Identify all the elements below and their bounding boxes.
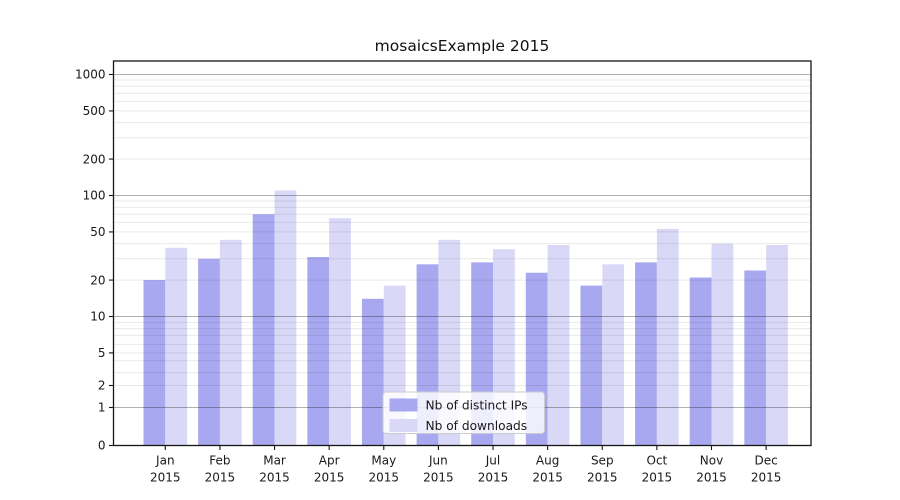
bar-distinct-ips-mar [252, 214, 275, 446]
bar-downloads-feb [219, 239, 242, 446]
x-tick-label-oct: Oct 2015 [642, 454, 673, 485]
x-tick-label-feb: Feb 2015 [205, 454, 236, 485]
bar-distinct-ips-nov [689, 277, 712, 446]
y-tick-label-5: 5 [98, 346, 106, 360]
x-tick-label-jul: Jul 2015 [478, 454, 509, 485]
bar-distinct-ips-feb [198, 258, 220, 446]
ticks-layer [109, 73, 767, 450]
legend-swatch-distinct-ips [389, 398, 418, 412]
legend-box [382, 391, 545, 434]
x-axis-tick-labels: Jan 2015 Feb 2015 Mar 2015 Apr 2015 May 2015 Jun 20… [150, 454, 781, 485]
x-tick-label-mar: Mar 2015 [259, 454, 290, 485]
plot-border [112, 60, 812, 447]
x-tick-label-nov: Nov 2015 [696, 454, 727, 485]
legend-label-distinct-ips: Nb of distinct IPs [426, 399, 528, 413]
bar-downloads-mar [274, 190, 297, 446]
bar-downloads-sep [602, 264, 625, 446]
y-tick-label-1000: 1000 [75, 68, 106, 82]
bar-distinct-ips-may [361, 298, 384, 446]
y-tick-label-2: 2 [98, 379, 106, 393]
bar-distinct-ips-sep [580, 285, 603, 446]
bar-distinct-ips-jan [143, 280, 166, 446]
x-tick-label-apr: Apr 2015 [314, 454, 345, 485]
bar-downloads-nov [711, 243, 734, 446]
x-tick-label-may: May 2015 [369, 454, 400, 485]
bar-downloads-jan [165, 247, 188, 446]
bar-downloads-apr [329, 218, 351, 446]
legend-swatch-downloads [389, 419, 418, 432]
x-tick-label-dec: Dec 2015 [751, 454, 782, 485]
legend: Nb of distinct IPs Nb of downloads [382, 391, 545, 434]
x-tick-label-jan: Jan 2015 [150, 454, 181, 485]
x-tick-label-aug: Aug 2015 [532, 454, 563, 485]
y-tick-label-100: 100 [83, 189, 106, 203]
gridlines-layer [113, 74, 811, 408]
bar-distinct-ips-dec [744, 270, 767, 446]
x-tick-label-jun: Jun 2015 [423, 454, 454, 485]
y-tick-label-1: 1 [98, 401, 106, 415]
y-tick-label-0: 0 [98, 439, 106, 453]
x-tick-label-sep: Sep 2015 [587, 454, 618, 485]
chart-title: mosaicsExample 2015 [375, 37, 550, 55]
bar-downloads-oct [656, 228, 679, 446]
y-tick-label-200: 200 [83, 152, 106, 166]
bar-distinct-ips-oct [635, 262, 657, 446]
legend-label-downloads: Nb of downloads [426, 419, 528, 433]
y-tick-label-500: 500 [83, 104, 106, 118]
y-tick-label-10: 10 [90, 310, 105, 324]
bar-downloads-dec [766, 244, 788, 446]
bar-downloads-aug [547, 244, 570, 446]
bar-distinct-ips-apr [307, 257, 330, 446]
y-tick-label-50: 50 [90, 225, 105, 239]
y-tick-label-20: 20 [90, 273, 105, 287]
